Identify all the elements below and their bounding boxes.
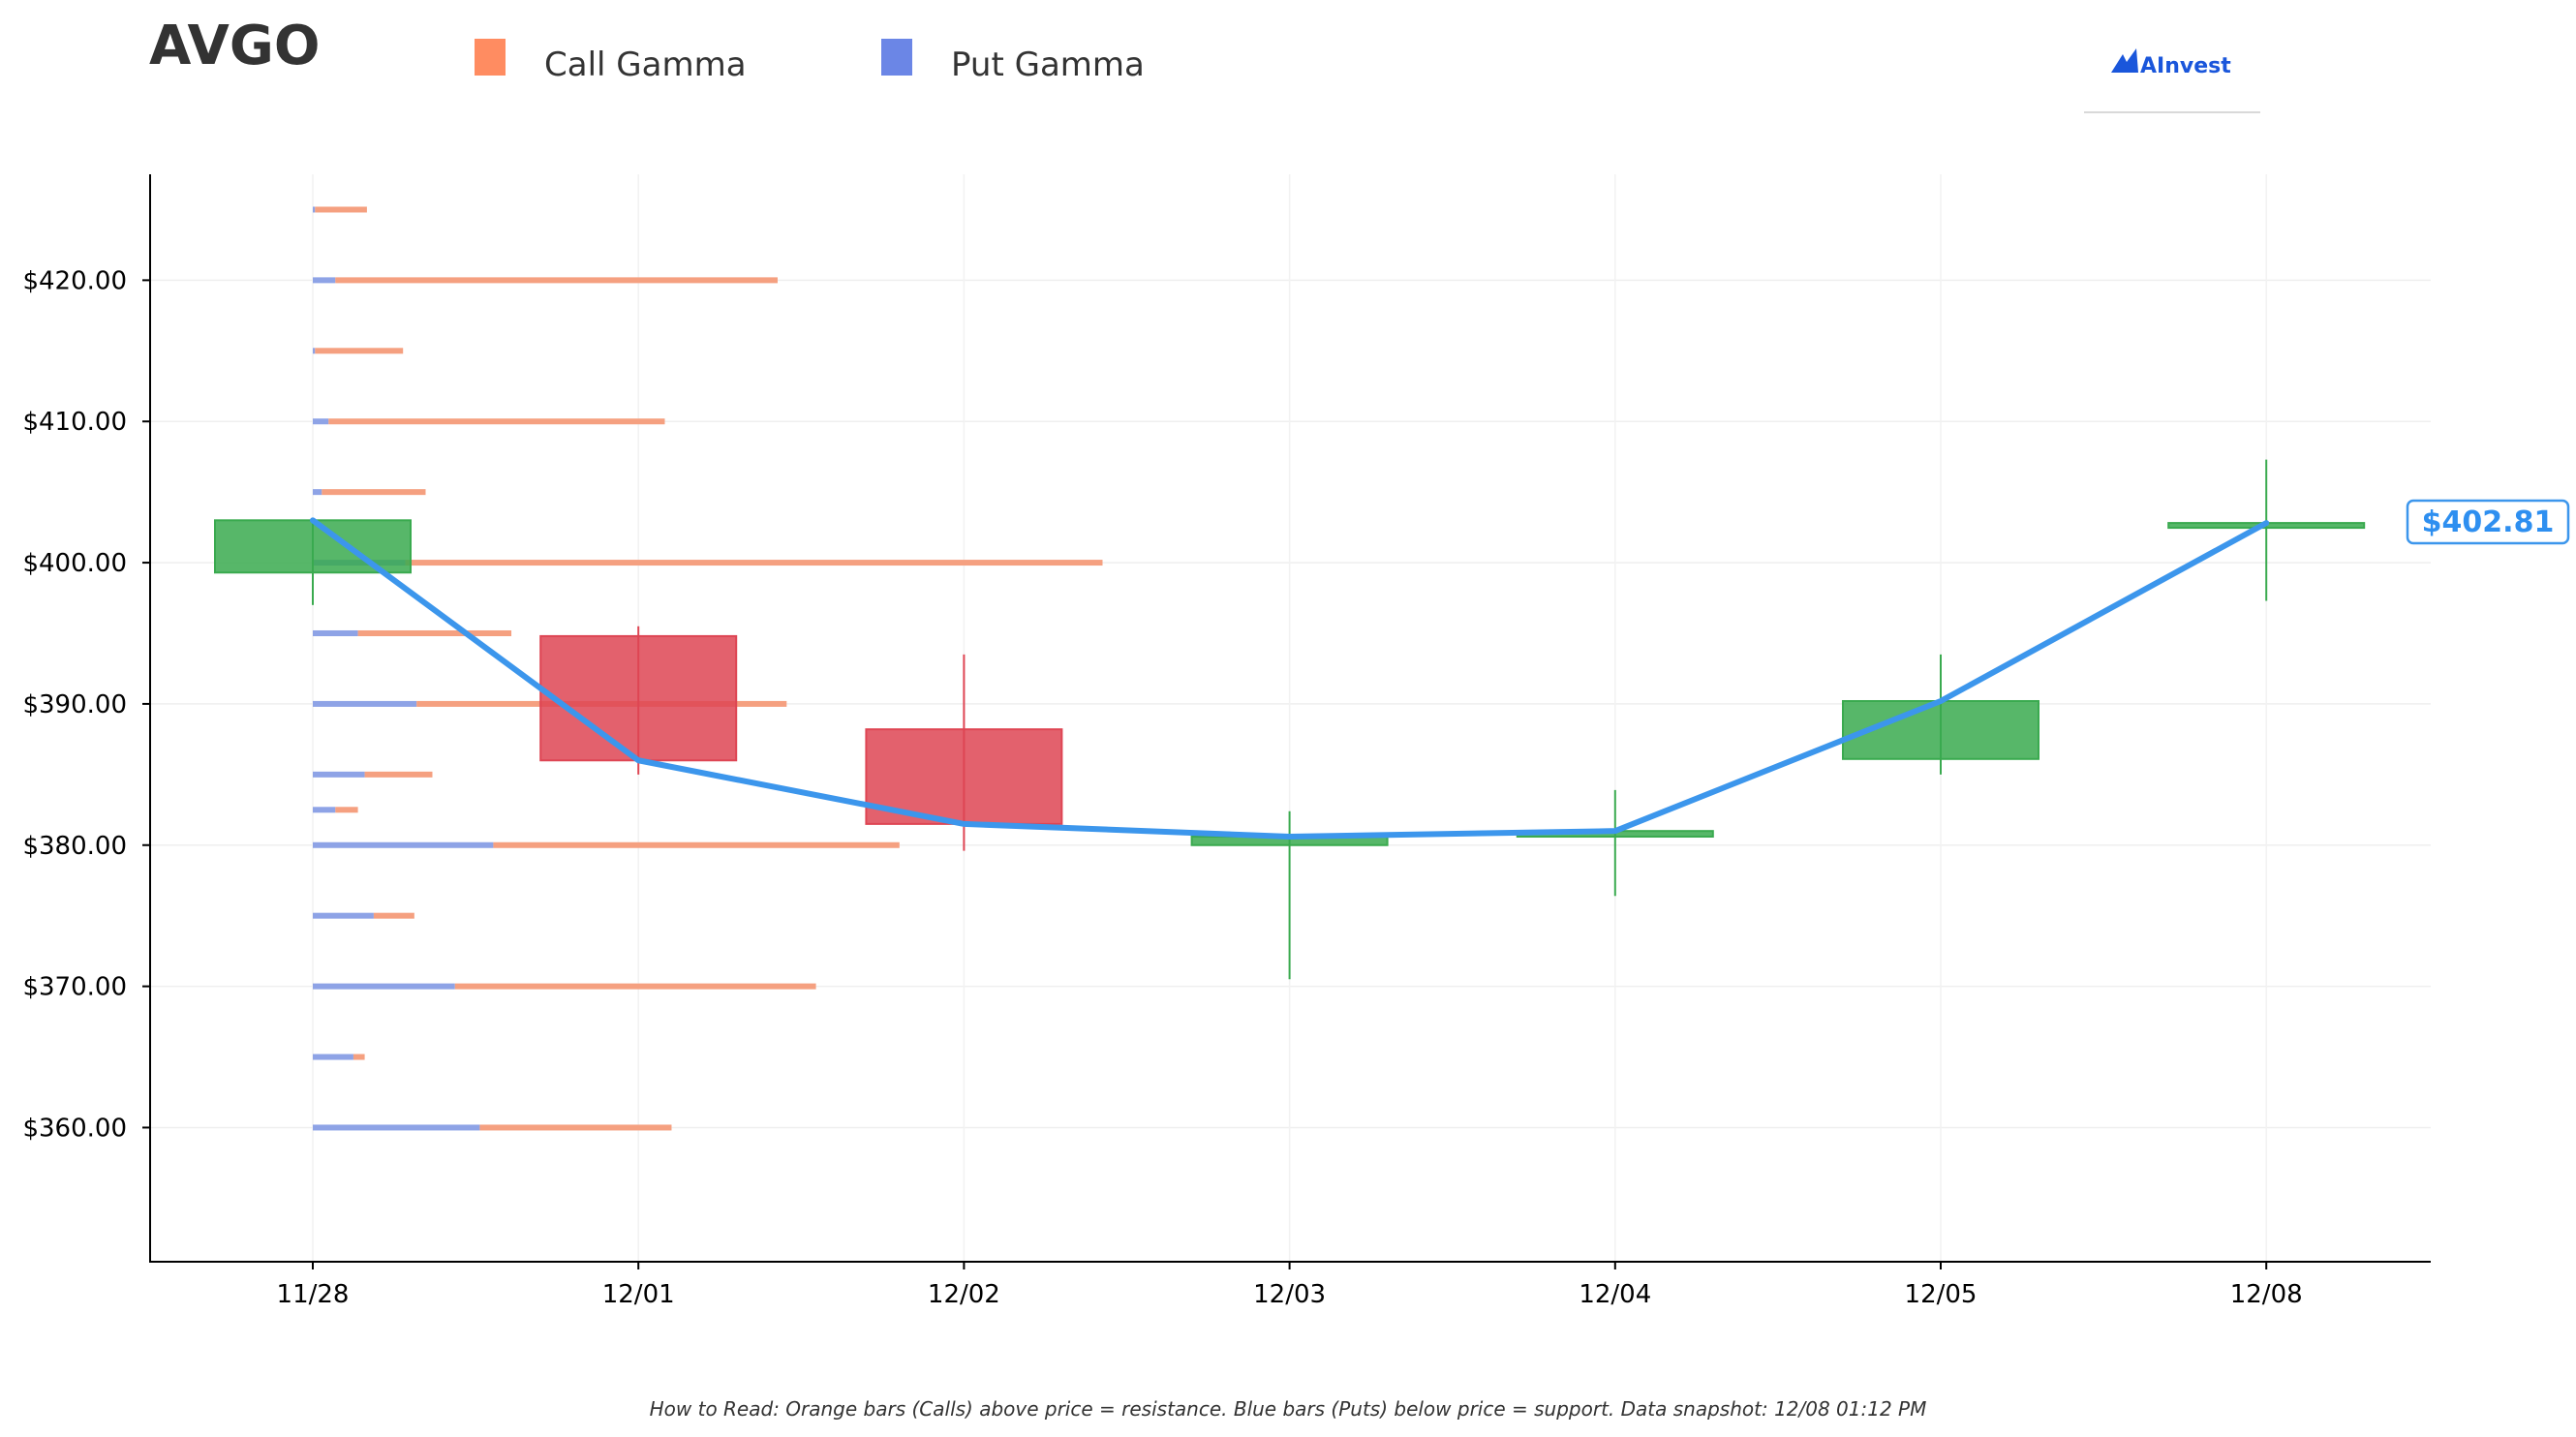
y-tick-label: $400.00 [22, 549, 127, 578]
brand-logo-text: AInvest [2140, 54, 2231, 78]
call-gamma-bar [328, 418, 665, 425]
put-gamma-bar [313, 348, 316, 354]
ticker-title: AVGO [149, 15, 320, 77]
last-price-badge: $402.81 [2406, 499, 2570, 545]
call-gamma-bar [322, 489, 426, 496]
last-price-label: $402.81 [2422, 505, 2555, 539]
footnote: How to Read: Orange bars (Calls) above p… [650, 1397, 1927, 1421]
put-gamma-bar [313, 206, 316, 213]
x-tick-label: 12/04 [1579, 1280, 1651, 1309]
put-gamma-bar [313, 629, 358, 636]
y-axis-ticks: $360.00 $370.00 $380.00 $390.00 $400.00 $410.… [22, 266, 150, 1143]
put-gamma-bar [313, 912, 374, 919]
call-gamma-bar [405, 560, 1103, 566]
call-gamma-bar [364, 771, 433, 778]
call-gamma-bar [315, 206, 367, 213]
close-price-polyline [310, 517, 2270, 841]
y-tick-label: $390.00 [22, 690, 127, 719]
x-tick-label: 12/05 [1905, 1280, 1978, 1309]
put-gamma-bar [313, 841, 494, 848]
put-gamma-bar [313, 771, 365, 778]
last-price-box [2406, 499, 2570, 545]
x-tick-label: 12/08 [2230, 1280, 2303, 1309]
candle-body [214, 519, 412, 574]
put-gamma-bar [313, 700, 417, 707]
put-gamma-bar [313, 418, 329, 425]
x-tick-label: 11/28 [277, 1280, 350, 1309]
call-gamma-bar [357, 629, 512, 636]
call-gamma-bar [335, 277, 778, 284]
grid-lines [150, 174, 2431, 1262]
candle-body [539, 634, 738, 762]
call-gamma-bar [353, 1054, 365, 1060]
call-gamma-bar [493, 841, 900, 848]
y-tick-label: $360.00 [22, 1114, 127, 1143]
call-gamma-bar [335, 807, 358, 813]
brand-logo-icon [2111, 48, 2138, 73]
call-gamma-bar [373, 912, 414, 919]
y-tick-label: $410.00 [22, 408, 127, 437]
close-price-line [310, 517, 2270, 841]
call-gamma-bar [479, 1124, 672, 1131]
y-tick-label: $380.00 [22, 832, 127, 861]
call-gamma-bar [315, 348, 404, 354]
legend-call-label: Call Gamma [544, 46, 747, 84]
put-gamma-bar [313, 1124, 480, 1131]
put-gamma-bar [313, 807, 336, 813]
put-gamma-bar [313, 489, 322, 496]
put-gamma-bar [313, 983, 455, 990]
put-gamma-bar [313, 1054, 353, 1060]
x-tick-label: 12/01 [602, 1280, 675, 1309]
call-gamma-bar [454, 983, 816, 990]
x-tick-label: 12/02 [928, 1280, 1000, 1309]
legend-put-label: Put Gamma [951, 46, 1145, 84]
legend-put-swatch [881, 39, 912, 76]
x-tick-label: 12/03 [1253, 1280, 1326, 1309]
y-tick-label: $420.00 [22, 266, 127, 295]
put-gamma-bar [313, 277, 336, 284]
x-axis-ticks: 11/28 12/01 12/02 12/03 12/04 12/05 12/08 [277, 1262, 2303, 1309]
legend-call-swatch [475, 39, 506, 76]
brand-logo: AInvest [2084, 48, 2260, 113]
y-tick-label: $370.00 [22, 973, 127, 1002]
